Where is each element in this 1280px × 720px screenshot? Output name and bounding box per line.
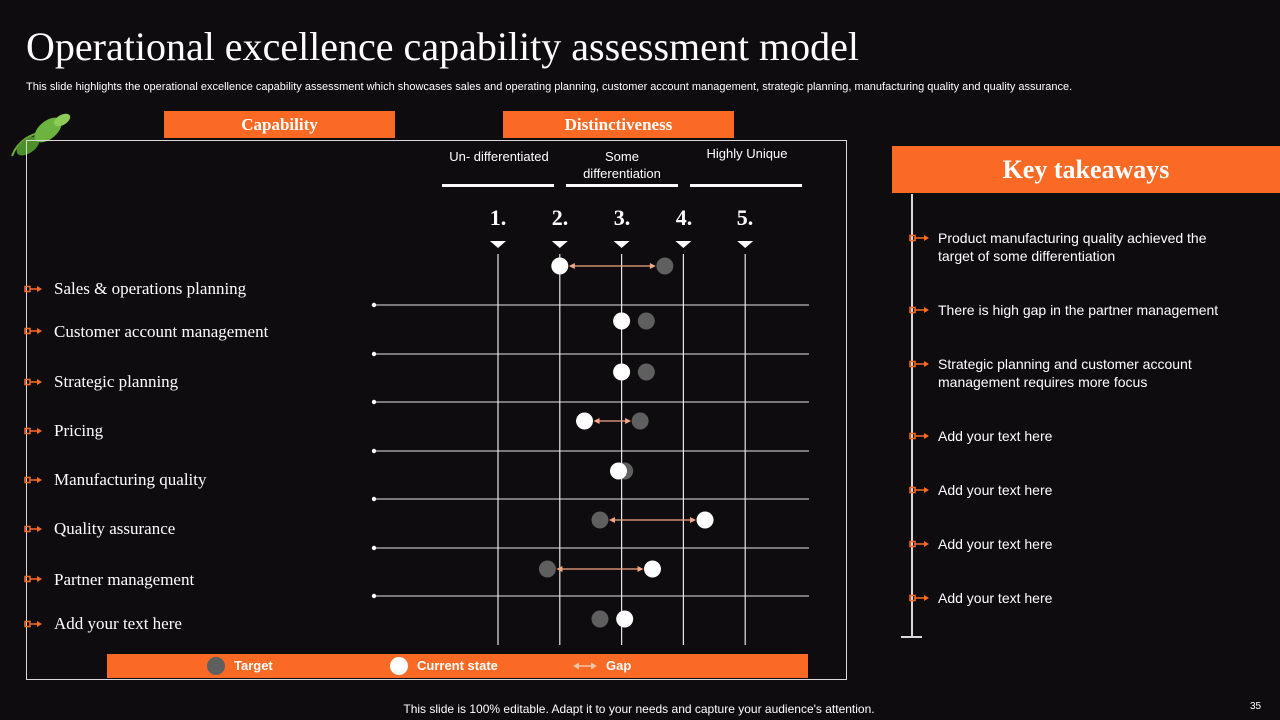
capability-header: Capability [164, 111, 395, 138]
gap-arrow-head [637, 566, 644, 572]
target-dot [637, 363, 655, 381]
arrow-bullet-icon [909, 540, 929, 548]
gap-arrow-head [568, 263, 575, 269]
scale-marker-2 [551, 241, 568, 248]
distinctiveness-header: Distinctiveness [503, 111, 734, 138]
takeaway-item: Add your text here [938, 536, 1053, 552]
gap-arrow-head [649, 263, 656, 269]
arrow-bullet-icon [909, 306, 929, 314]
scale-marker-4 [675, 241, 692, 248]
leaf-icon [11, 113, 71, 157]
column-header-highly-unique: Highly Unique [706, 146, 788, 161]
legend-current-dot [390, 657, 408, 675]
arrow-bullet-icon [24, 620, 42, 628]
takeaway-item: There is high gap in the partner managem… [938, 302, 1219, 318]
scale-number-2: 2. [551, 205, 569, 230]
gap-arrow-head [556, 566, 563, 572]
double-arrow-icon [573, 662, 597, 670]
row-label-pricing: Pricing [54, 421, 104, 440]
page-number: 35 [1250, 701, 1262, 712]
arrow-bullet-icon [909, 432, 929, 440]
target-dot [631, 412, 649, 430]
gap-arrow-head [625, 418, 632, 424]
page-title: Operational excellence capability assess… [26, 24, 860, 69]
row-label-manufacturing-quality: Manufacturing quality [54, 470, 207, 489]
current-state-dot [610, 462, 628, 480]
column-underline-1 [442, 184, 554, 187]
arrow-bullet-icon [24, 285, 42, 293]
row-label-quality-assurance: Quality assurance [54, 519, 176, 538]
row-label-strategic-planning: Strategic planning [54, 372, 179, 391]
current-state-dot [551, 257, 569, 275]
target-dot [656, 257, 674, 275]
current-state-dot [616, 610, 634, 628]
scale-marker-3 [613, 241, 630, 248]
takeaway-item: Add your text here [938, 590, 1053, 606]
column-underline-2 [566, 184, 678, 187]
legend-target-dot [207, 657, 225, 675]
takeaway-item: Add your text here [938, 482, 1053, 498]
column-header-some-differentiation: Some differentiation [583, 149, 661, 181]
legend-gap-label: Gap [606, 658, 632, 673]
assessment-frame [26, 140, 847, 680]
legend-bar: Target Current state Gap [107, 654, 808, 678]
footer-note: This slide is 100% editable. Adapt it to… [403, 702, 875, 716]
row-separator-dot-2 [371, 351, 377, 357]
scale-marker-5 [737, 241, 754, 248]
arrow-bullet-icon [909, 594, 929, 602]
row-separator-dot-1 [371, 302, 377, 308]
column-underline-3 [690, 184, 802, 187]
row-separator-dot-5 [371, 496, 377, 502]
takeaway-item: Strategic planning and customer account … [938, 356, 1192, 390]
row-label-sales-operations: Sales & operations planning [54, 279, 247, 298]
takeaways-timeline [911, 194, 913, 636]
arrow-bullet-icon [24, 327, 42, 335]
arrow-bullet-icon [24, 427, 42, 435]
target-dot [637, 312, 655, 330]
target-dot [591, 511, 609, 529]
arrow-bullet-icon [24, 525, 42, 533]
target-dot [538, 560, 556, 578]
target-dot [591, 610, 609, 628]
row-separator-dot-7 [371, 593, 377, 599]
takeaways-timeline-foot [901, 636, 922, 638]
arrow-bullet-icon [909, 360, 929, 368]
legend-target-label: Target [234, 658, 273, 673]
current-state-dot [696, 511, 714, 529]
gap-arrow-head [593, 418, 600, 424]
row-separator-dot-6 [371, 545, 377, 551]
row-separator-dot-3 [371, 399, 377, 405]
scale-number-1: 1. [489, 205, 507, 230]
arrow-bullet-icon [909, 486, 929, 494]
arrow-bullet-icon [909, 234, 929, 242]
arrow-bullet-icon [24, 575, 42, 583]
takeaway-item: Add your text here [938, 428, 1053, 444]
gap-arrow-head [690, 517, 697, 523]
arrow-bullet-icon [24, 378, 42, 386]
scale-number-5: 5. [736, 205, 754, 230]
row-label-partner-management: Partner management [54, 570, 195, 589]
row-label-placeholder: Add your text here [54, 614, 182, 633]
scale-number-3: 3. [613, 205, 631, 230]
scale-number-4: 4. [675, 205, 693, 230]
current-state-dot [644, 560, 661, 578]
takeaway-item: Product manufacturing quality achieved t… [938, 230, 1207, 264]
arrow-bullet-icon [24, 476, 42, 484]
gap-arrow-head [608, 517, 615, 523]
scale-marker-1 [490, 241, 506, 248]
legend-current-label: Current state [417, 658, 498, 673]
key-takeaways-header: Key takeaways [892, 146, 1280, 193]
page-subtitle: This slide highlights the operational ex… [26, 81, 1073, 93]
row-label-customer-account: Customer account management [54, 322, 269, 341]
current-state-dot [613, 312, 631, 330]
row-separator-dot-4 [371, 448, 377, 454]
current-state-dot [613, 363, 631, 381]
column-header-undifferentiated: Un- differentiated [449, 149, 549, 164]
current-state-dot [576, 412, 594, 430]
